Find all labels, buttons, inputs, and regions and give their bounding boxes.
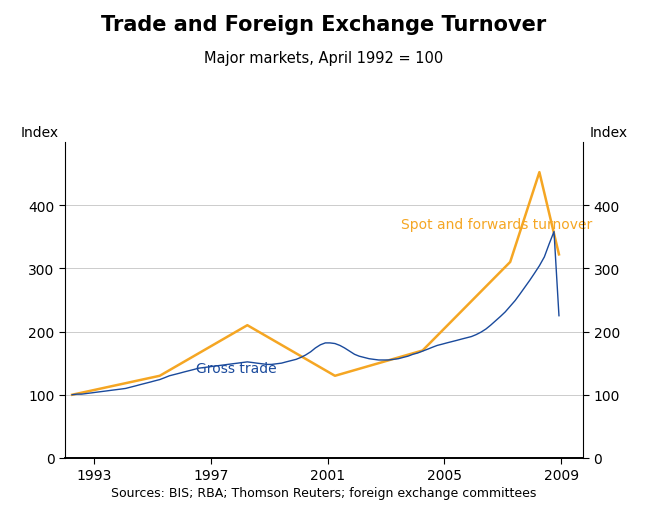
Text: Major markets, April 1992 = 100: Major markets, April 1992 = 100	[204, 51, 444, 66]
Text: Trade and Foreign Exchange Turnover: Trade and Foreign Exchange Turnover	[101, 15, 547, 35]
Text: Gross trade: Gross trade	[196, 361, 277, 376]
Text: Index: Index	[590, 126, 628, 140]
Text: Sources: BIS; RBA; Thomson Reuters; foreign exchange committees: Sources: BIS; RBA; Thomson Reuters; fore…	[111, 486, 537, 499]
Text: Index: Index	[20, 126, 58, 140]
Text: Spot and forwards turnover: Spot and forwards turnover	[400, 217, 592, 232]
